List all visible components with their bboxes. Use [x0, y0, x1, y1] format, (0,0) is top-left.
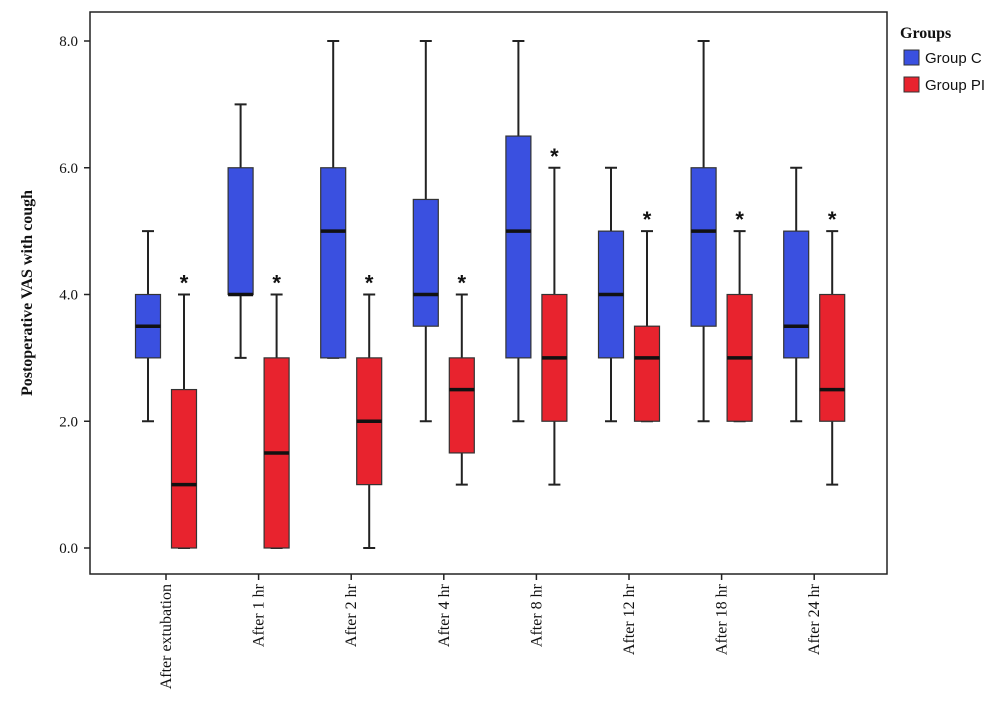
iqr-box: [448, 357, 475, 454]
y-tick-label: 2.0: [59, 414, 78, 430]
y-axis: 0.0 2.0 4.0 6.0 8.0: [59, 34, 90, 557]
box-group-pi: *: [448, 271, 475, 486]
iqr-box: [783, 230, 810, 359]
plot-frame: [89, 11, 888, 575]
box-group-c: [597, 166, 625, 423]
box-group-pi: *: [356, 271, 383, 549]
box-group-pi: *: [170, 271, 198, 549]
y-tick-label: 6.0: [59, 161, 78, 177]
significance-marker: *: [643, 207, 652, 232]
legend-swatch: [903, 49, 920, 66]
y-tick-label: 0.0: [59, 541, 78, 557]
iqr-box: [633, 325, 661, 422]
legend: Groups Group C Group PI: [900, 25, 985, 94]
box-group-pi: *: [633, 207, 661, 423]
box-group-pi: *: [263, 271, 290, 549]
box-group-pi: *: [819, 207, 846, 486]
legend-title: Groups: [900, 25, 951, 42]
legend-entry-label: Group PI: [925, 77, 985, 94]
x-tick-label: After extubation: [158, 584, 175, 689]
iqr-box: [690, 167, 717, 327]
y-tick-label: 8.0: [59, 34, 78, 50]
significance-marker: *: [458, 271, 467, 296]
legend-swatch: [903, 76, 920, 93]
x-tick-label: After 4 hr: [436, 583, 453, 647]
iqr-box: [170, 388, 198, 549]
y-axis-label: Postoperative VAS with cough: [19, 190, 36, 396]
significance-marker: *: [180, 271, 189, 296]
box-group-c: [412, 40, 439, 423]
box-group-c: [227, 103, 254, 359]
significance-marker: *: [272, 271, 281, 296]
legend-entry-label: Group C: [925, 50, 982, 67]
box-group-c: [134, 230, 162, 423]
significance-marker: *: [828, 207, 837, 232]
significance-marker: *: [550, 144, 559, 169]
x-tick-label: After 12 hr: [621, 583, 638, 655]
x-tick-label: After 2 hr: [343, 583, 360, 647]
y-tick-label: 4.0: [59, 288, 78, 304]
iqr-box: [227, 167, 254, 296]
box-series: * * * * * * * *: [134, 40, 846, 549]
box-group-pi: *: [726, 207, 753, 423]
x-tick-label: After 1 hr: [251, 583, 268, 647]
iqr-box: [320, 167, 347, 359]
x-tick-label: After 18 hr: [714, 583, 731, 655]
box-group-c: [505, 40, 532, 423]
box-group-pi: *: [541, 144, 568, 486]
box-group-c: [783, 166, 810, 423]
iqr-box: [505, 135, 532, 359]
x-tick-label: After 8 hr: [528, 583, 545, 647]
significance-marker: *: [735, 207, 744, 232]
x-tick-label: After 24 hr: [806, 583, 823, 655]
x-axis: After extubation After 1 hr After 2 hr Afte…: [158, 574, 823, 689]
significance-marker: *: [365, 271, 374, 296]
iqr-box: [819, 293, 846, 422]
box-group-c: [320, 40, 347, 359]
iqr-box: [412, 198, 439, 327]
box-group-c: [690, 40, 717, 423]
